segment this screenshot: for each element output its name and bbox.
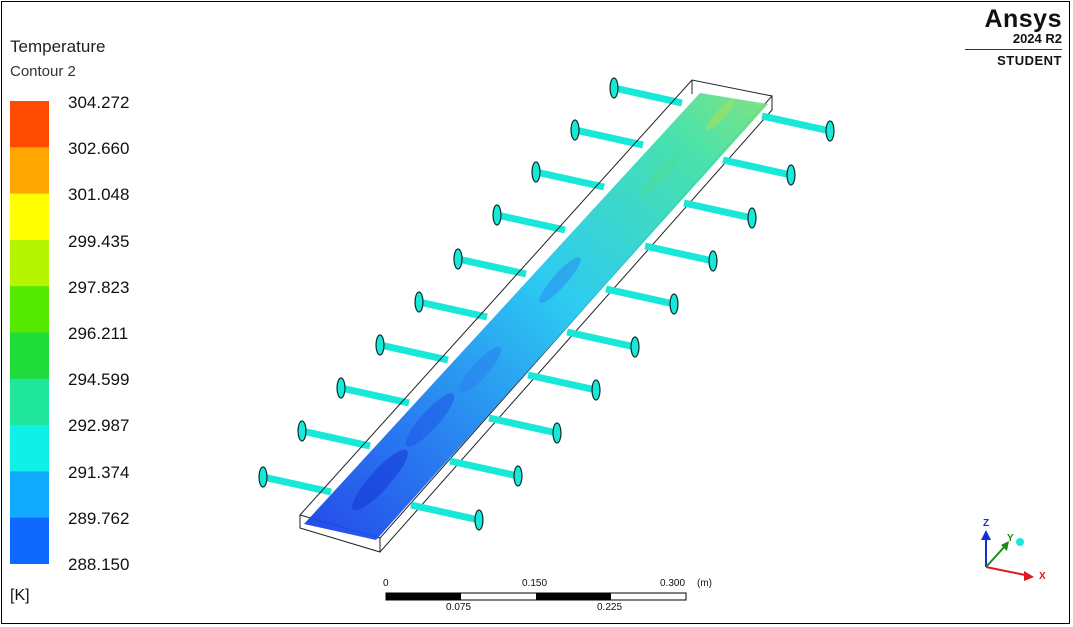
pipes-right bbox=[410, 112, 831, 524]
pipes-left bbox=[262, 84, 683, 496]
field-patches bbox=[352, 99, 734, 511]
legend-level-label: 288.150 bbox=[68, 555, 130, 574]
color-bar-band bbox=[10, 425, 49, 472]
color-bar-band bbox=[10, 517, 49, 564]
scale-label-0: 0 bbox=[383, 578, 389, 589]
ansys-logo: Ansys 2024 R2 STUDENT bbox=[962, 5, 1062, 68]
brand-divider bbox=[965, 49, 1062, 50]
scale-label-300: 0.300 bbox=[660, 578, 686, 589]
brand-edition: STUDENT bbox=[997, 53, 1062, 68]
axis-triad bbox=[981, 530, 1034, 581]
color-bar-band bbox=[10, 471, 49, 519]
color-bar-band bbox=[10, 147, 49, 195]
legend-level-label: 299.435 bbox=[68, 232, 130, 251]
legend-level-label: 296.211 bbox=[68, 324, 129, 343]
scale-label-150: 0.150 bbox=[522, 578, 548, 589]
legend-unit: [K] bbox=[10, 587, 30, 604]
pipe-inlet-ends bbox=[258, 77, 619, 488]
scale-unit: (m) bbox=[697, 578, 712, 589]
legend-level-label: 301.048 bbox=[68, 185, 130, 204]
legend-level-label: 302.660 bbox=[68, 139, 130, 158]
color-bar-band bbox=[10, 332, 49, 380]
scale-label-075: 0.075 bbox=[446, 602, 472, 613]
color-bar-band bbox=[10, 378, 49, 426]
legend-level-label: 297.823 bbox=[68, 278, 130, 297]
brand-name: Ansys bbox=[984, 5, 1062, 33]
legend-level-label: 291.374 bbox=[68, 463, 130, 482]
legend-level-label: 294.599 bbox=[68, 370, 130, 389]
brand-version: 2024 R2 bbox=[1012, 31, 1062, 46]
color-bar-band bbox=[10, 239, 49, 287]
scale-label-225: 0.225 bbox=[597, 602, 623, 613]
legend-level-label: 304.272 bbox=[68, 93, 130, 112]
legend-level-label: 292.987 bbox=[68, 416, 130, 435]
pipe-outlet-ends bbox=[474, 120, 835, 531]
scale-bar bbox=[385, 592, 687, 601]
axis-z-label: Z bbox=[983, 518, 990, 529]
color-bar-band bbox=[10, 101, 49, 148]
legend-title: Temperature bbox=[10, 37, 106, 56]
axis-y-label: Y bbox=[1007, 533, 1014, 544]
color-bar-band bbox=[10, 286, 49, 333]
legend-subtitle: Contour 2 bbox=[10, 63, 76, 80]
color-bar-band bbox=[10, 193, 49, 241]
color-bar bbox=[10, 101, 49, 564]
legend-level-label: 289.762 bbox=[68, 509, 130, 528]
axis-x-label: X bbox=[1039, 571, 1046, 582]
